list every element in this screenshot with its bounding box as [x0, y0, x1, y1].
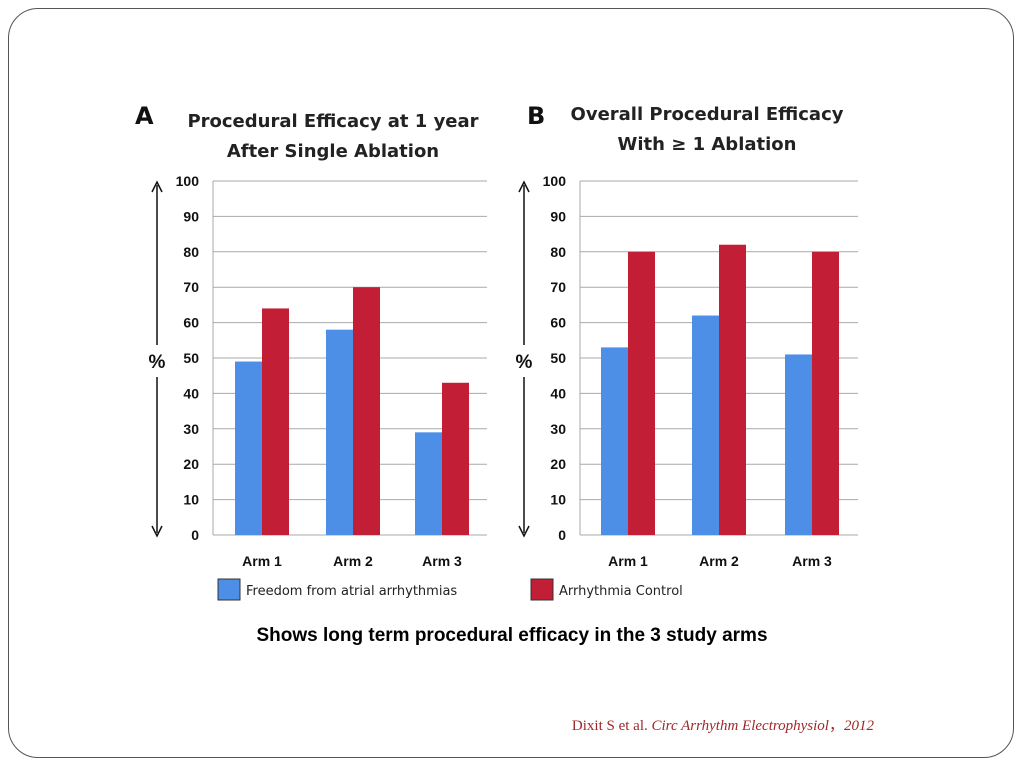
arrow-head-up-icon — [151, 180, 163, 193]
y-tick-label: 60 — [183, 315, 199, 331]
y-axis-unit-label: % — [149, 352, 166, 373]
bar-arm-3-series-2 — [812, 251, 839, 536]
bar-arm-2-series-1 — [692, 315, 719, 535]
panel-title-line: Overall Procedural Efficacy — [571, 104, 844, 125]
y-tick-label: 50 — [550, 350, 566, 366]
y-tick-label: 100 — [176, 173, 200, 189]
x-category-label: Arm 3 — [792, 553, 832, 569]
panel-letter-A: A — [135, 102, 154, 130]
legend-label: Arrhythmia Control — [559, 584, 683, 599]
y-tick-label: 0 — [191, 527, 199, 543]
x-category-label: Arm 3 — [422, 553, 462, 569]
y-tick-label: 20 — [183, 456, 199, 472]
panel-title-line: Procedural Efficacy at 1 year — [187, 111, 478, 132]
x-category-label: Arm 2 — [333, 553, 373, 569]
y-tick-label: 100 — [543, 173, 567, 189]
legend-swatch — [530, 578, 554, 601]
y-tick-label: 60 — [550, 315, 566, 331]
y-tick-label: 10 — [183, 492, 199, 508]
legend-swatch — [217, 578, 241, 601]
slide-frame — [8, 8, 1014, 758]
x-category-label: Arm 1 — [608, 553, 648, 569]
bar-arm-1-series-2 — [628, 251, 655, 536]
bar-arm-3-series-1 — [785, 354, 812, 535]
y-tick-label: 50 — [183, 350, 199, 366]
y-tick-label: 80 — [550, 244, 566, 260]
citation-authors: Dixit S et al. — [571, 718, 652, 734]
citation: Dixit S et al. Circ Arrhythm Electrophys… — [572, 714, 874, 735]
bar-arm-1-series-2 — [262, 308, 289, 535]
y-tick-label: 0 — [558, 527, 566, 543]
y-tick-label: 30 — [550, 421, 566, 437]
arrow-head-down-icon — [518, 525, 530, 538]
arrow-head-up-icon — [518, 180, 530, 193]
y-tick-label: 40 — [550, 385, 566, 401]
slide-caption: Shows long term procedural efficacy in t… — [256, 625, 768, 646]
panel-title-line: With ≥ 1 Ablation — [618, 134, 797, 155]
citation-year: 2012 — [844, 718, 874, 734]
y-tick-label: 30 — [183, 421, 199, 437]
y-tick-label: 90 — [550, 208, 566, 224]
x-category-label: Arm 2 — [699, 553, 739, 569]
panel-letter-B: B — [527, 102, 545, 130]
y-tick-label: 90 — [183, 208, 199, 224]
bar-arm-2-series-1 — [326, 329, 353, 535]
y-axis-unit-label: % — [516, 352, 533, 373]
y-tick-label: 40 — [183, 385, 199, 401]
legend-label: Freedom from atrial arrhythmias — [246, 584, 457, 599]
bar-arm-3-series-2 — [442, 382, 469, 535]
citation-journal: Circ Arrhythm Electrophysiol — [651, 718, 829, 734]
bar-arm-2-series-2 — [719, 244, 746, 535]
bar-arm-3-series-1 — [415, 432, 442, 535]
y-tick-label: 70 — [550, 279, 566, 295]
citation-separator: ， — [828, 718, 844, 734]
x-category-label: Arm 1 — [242, 553, 282, 569]
arrow-head-down-icon — [151, 525, 163, 538]
y-tick-label: 70 — [183, 279, 199, 295]
y-tick-label: 20 — [550, 456, 566, 472]
bar-arm-2-series-2 — [353, 287, 380, 535]
bar-arm-1-series-1 — [601, 347, 628, 535]
panel-title-line: After Single Ablation — [227, 141, 439, 162]
y-tick-label: 10 — [550, 492, 566, 508]
y-tick-label: 80 — [183, 244, 199, 260]
bar-arm-1-series-1 — [235, 361, 262, 535]
